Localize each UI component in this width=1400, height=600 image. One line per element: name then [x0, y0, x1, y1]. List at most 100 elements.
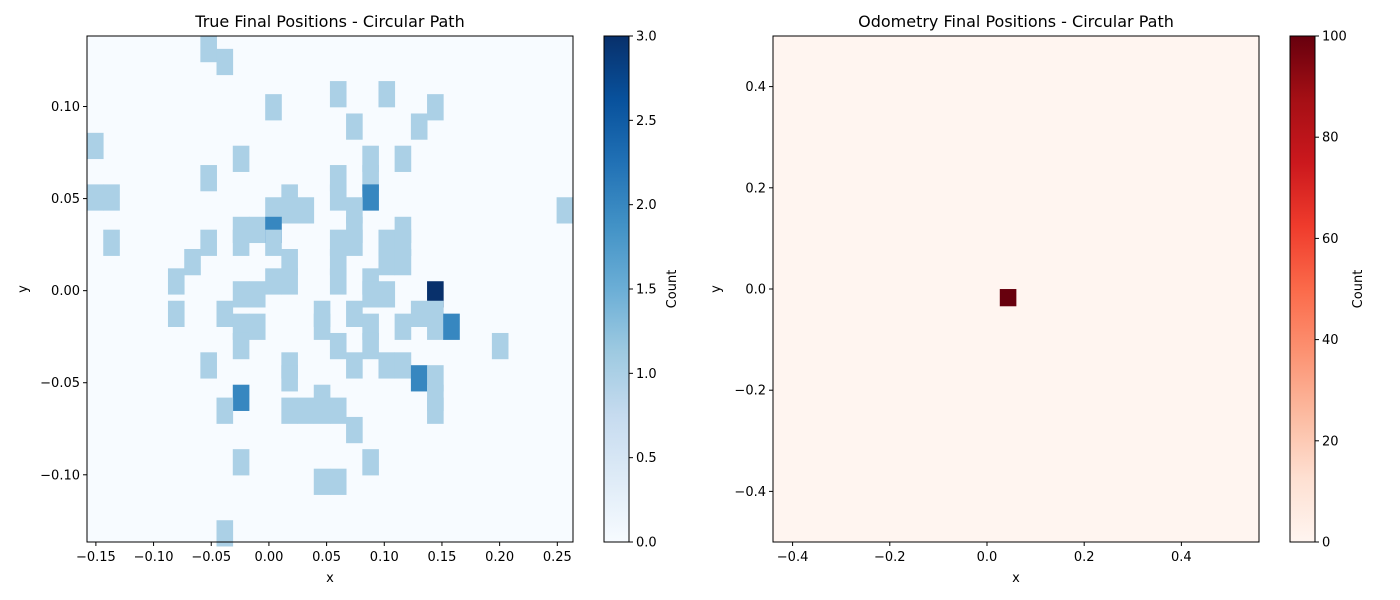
colorbar-tick-label: 60 — [1322, 232, 1339, 247]
heatmap-cell-true — [378, 281, 396, 308]
heatmap-cell-true — [427, 313, 444, 340]
heatmap-cell-true — [216, 300, 234, 327]
heatmap-cell-true — [232, 449, 250, 476]
heatmap-cell-true — [362, 184, 379, 211]
colorbar-tick-label: 20 — [1322, 434, 1339, 449]
heatmap-cell-true — [216, 520, 234, 547]
x-axis-label-true: x — [326, 571, 334, 586]
heatmap-cell-true — [265, 94, 282, 121]
heatmap-cell-true — [346, 416, 363, 444]
heatmap-cell-true — [200, 352, 217, 379]
heatmap-cell-true — [200, 229, 217, 256]
colorbar-tick-label: 1.5 — [636, 283, 657, 298]
chart-title-true: True Final Positions - Circular Path — [194, 12, 464, 31]
y-tick-label: 0.10 — [51, 100, 80, 115]
heatmap-cell-true — [313, 468, 331, 495]
heatmap-cell-true — [265, 229, 282, 256]
colorbar-label-true: Count — [665, 270, 680, 309]
heatmap-cell-true — [362, 332, 379, 360]
colorbar-tick-label: 80 — [1322, 131, 1339, 146]
x-tick-label: 0.15 — [427, 550, 456, 565]
colorbar-gradient-odometry — [1289, 35, 1316, 543]
colorbar-true: 0.0 0.5 1.0 1.5 2.0 2.5 3.0 Count — [603, 30, 680, 551]
y-tick-label: −0.2 — [734, 384, 766, 399]
cells-true — [86, 35, 574, 547]
x-tick-label: 0.20 — [485, 550, 514, 565]
y-tick-label: 0.2 — [745, 181, 766, 196]
colorbar-tick-label: 2.0 — [636, 198, 657, 213]
x-tick-label: 0.05 — [312, 550, 341, 565]
x-tick-label: −0.2 — [874, 550, 906, 565]
heatmap-cell-true — [346, 229, 363, 256]
colorbar-odometry: 0 20 40 60 80 100 Count — [1289, 30, 1366, 551]
heatmap-cell-true — [281, 397, 298, 424]
x-tick-label: 0.2 — [1074, 550, 1095, 565]
heatmap-cell-true — [443, 313, 460, 340]
heatmap-cell-true — [232, 281, 250, 308]
heatmap-cell-true — [103, 184, 120, 211]
heatmap-cell-true — [346, 300, 363, 327]
heatmap-cell-true — [362, 449, 379, 476]
y-tick-label: 0.0 — [745, 283, 766, 298]
colorbar-tick-label: 0 — [1322, 536, 1330, 551]
heatmap-cell-true — [265, 268, 282, 295]
heatmap-cell-true — [556, 197, 574, 224]
heatmap-cell-true — [167, 268, 185, 295]
y-tick-label: 0.05 — [51, 192, 80, 207]
y-tick-label: 0.00 — [51, 284, 80, 299]
heatmap-cell-true — [346, 352, 363, 379]
x-tick-label: −0.10 — [134, 550, 174, 565]
heatmap-cell-true — [248, 313, 266, 340]
heatmap-cell-true — [248, 281, 266, 308]
heatmap-cell-true — [410, 300, 428, 327]
heatmap-cell-true — [281, 197, 298, 224]
heatmap-cell-true — [86, 132, 104, 160]
heatmap-cell-true — [410, 113, 428, 140]
x-ticks-odometry: −0.4 −0.2 0.0 0.2 0.4 — [777, 542, 1192, 565]
colorbar-tick-label: 2.5 — [636, 114, 657, 129]
y-tick-label: −0.4 — [734, 485, 766, 500]
heatmap-cell-true — [297, 197, 315, 224]
y-axis-label-odometry: y — [709, 285, 724, 293]
heatmap-cell-true — [329, 468, 347, 495]
heatmap-cell-odometry — [999, 289, 1017, 307]
colorbar-tick-label: 0.5 — [636, 451, 657, 466]
x-tick-label: 0.25 — [543, 550, 572, 565]
colorbar-gradient-true — [603, 35, 630, 543]
heatmap-cell-true — [394, 145, 412, 172]
colorbar-tick-label: 40 — [1322, 333, 1339, 348]
y-ticks-true: −0.10 −0.05 0.00 0.05 0.10 — [40, 100, 87, 483]
colorbar-tick-label: 0.0 — [636, 536, 657, 551]
heatmap-cell-true — [427, 397, 444, 424]
colorbar-tick-label: 3.0 — [636, 30, 657, 45]
heatmap-cell-true — [329, 332, 347, 360]
colorbar-ticks-true: 0.0 0.5 1.0 1.5 2.0 2.5 3.0 — [629, 30, 657, 551]
heatmap-true-positions: −0.15 −0.10 −0.05 0.00 0.05 0.10 0.15 0.20 0.25 … — [16, 12, 574, 586]
heatmap-cell-true — [232, 145, 250, 172]
x-tick-label: 0.00 — [254, 550, 283, 565]
heatmap-cell-true — [378, 249, 396, 276]
heatmap-cell-true — [394, 352, 412, 379]
x-tick-label: 0.10 — [370, 550, 399, 565]
heatmap-cell-true — [329, 397, 347, 424]
heatmap-cell-true — [394, 249, 412, 276]
heatmap-cell-true — [427, 94, 444, 121]
heatmap-cell-true — [329, 184, 347, 211]
colorbar-tick-label: 1.0 — [636, 367, 657, 382]
heatmap-cell-true — [313, 313, 331, 340]
heatmap-cell-true — [184, 249, 201, 276]
x-tick-label: −0.4 — [777, 550, 809, 565]
heatmap-cell-true — [410, 365, 428, 392]
x-tick-label: 0.0 — [977, 550, 998, 565]
heatmap-odometry-positions: −0.4 −0.2 0.0 0.2 0.4 −0.4 −0.2 0.0 0.2 0.4 Odom… — [709, 12, 1260, 586]
heatmap-cell-true — [216, 48, 234, 76]
colorbar-label-odometry: Count — [1351, 270, 1366, 309]
x-axis-label-odometry: x — [1012, 571, 1020, 586]
heatmap-cell-true — [362, 281, 379, 308]
heatmap-cell-true — [281, 268, 298, 295]
heatmap-cell-true — [232, 229, 250, 256]
heatmap-cell-true — [329, 81, 347, 108]
heatmap-cell-true — [394, 313, 412, 340]
heatmap-cell-true — [491, 332, 509, 360]
plot-area-odometry — [773, 36, 1259, 542]
